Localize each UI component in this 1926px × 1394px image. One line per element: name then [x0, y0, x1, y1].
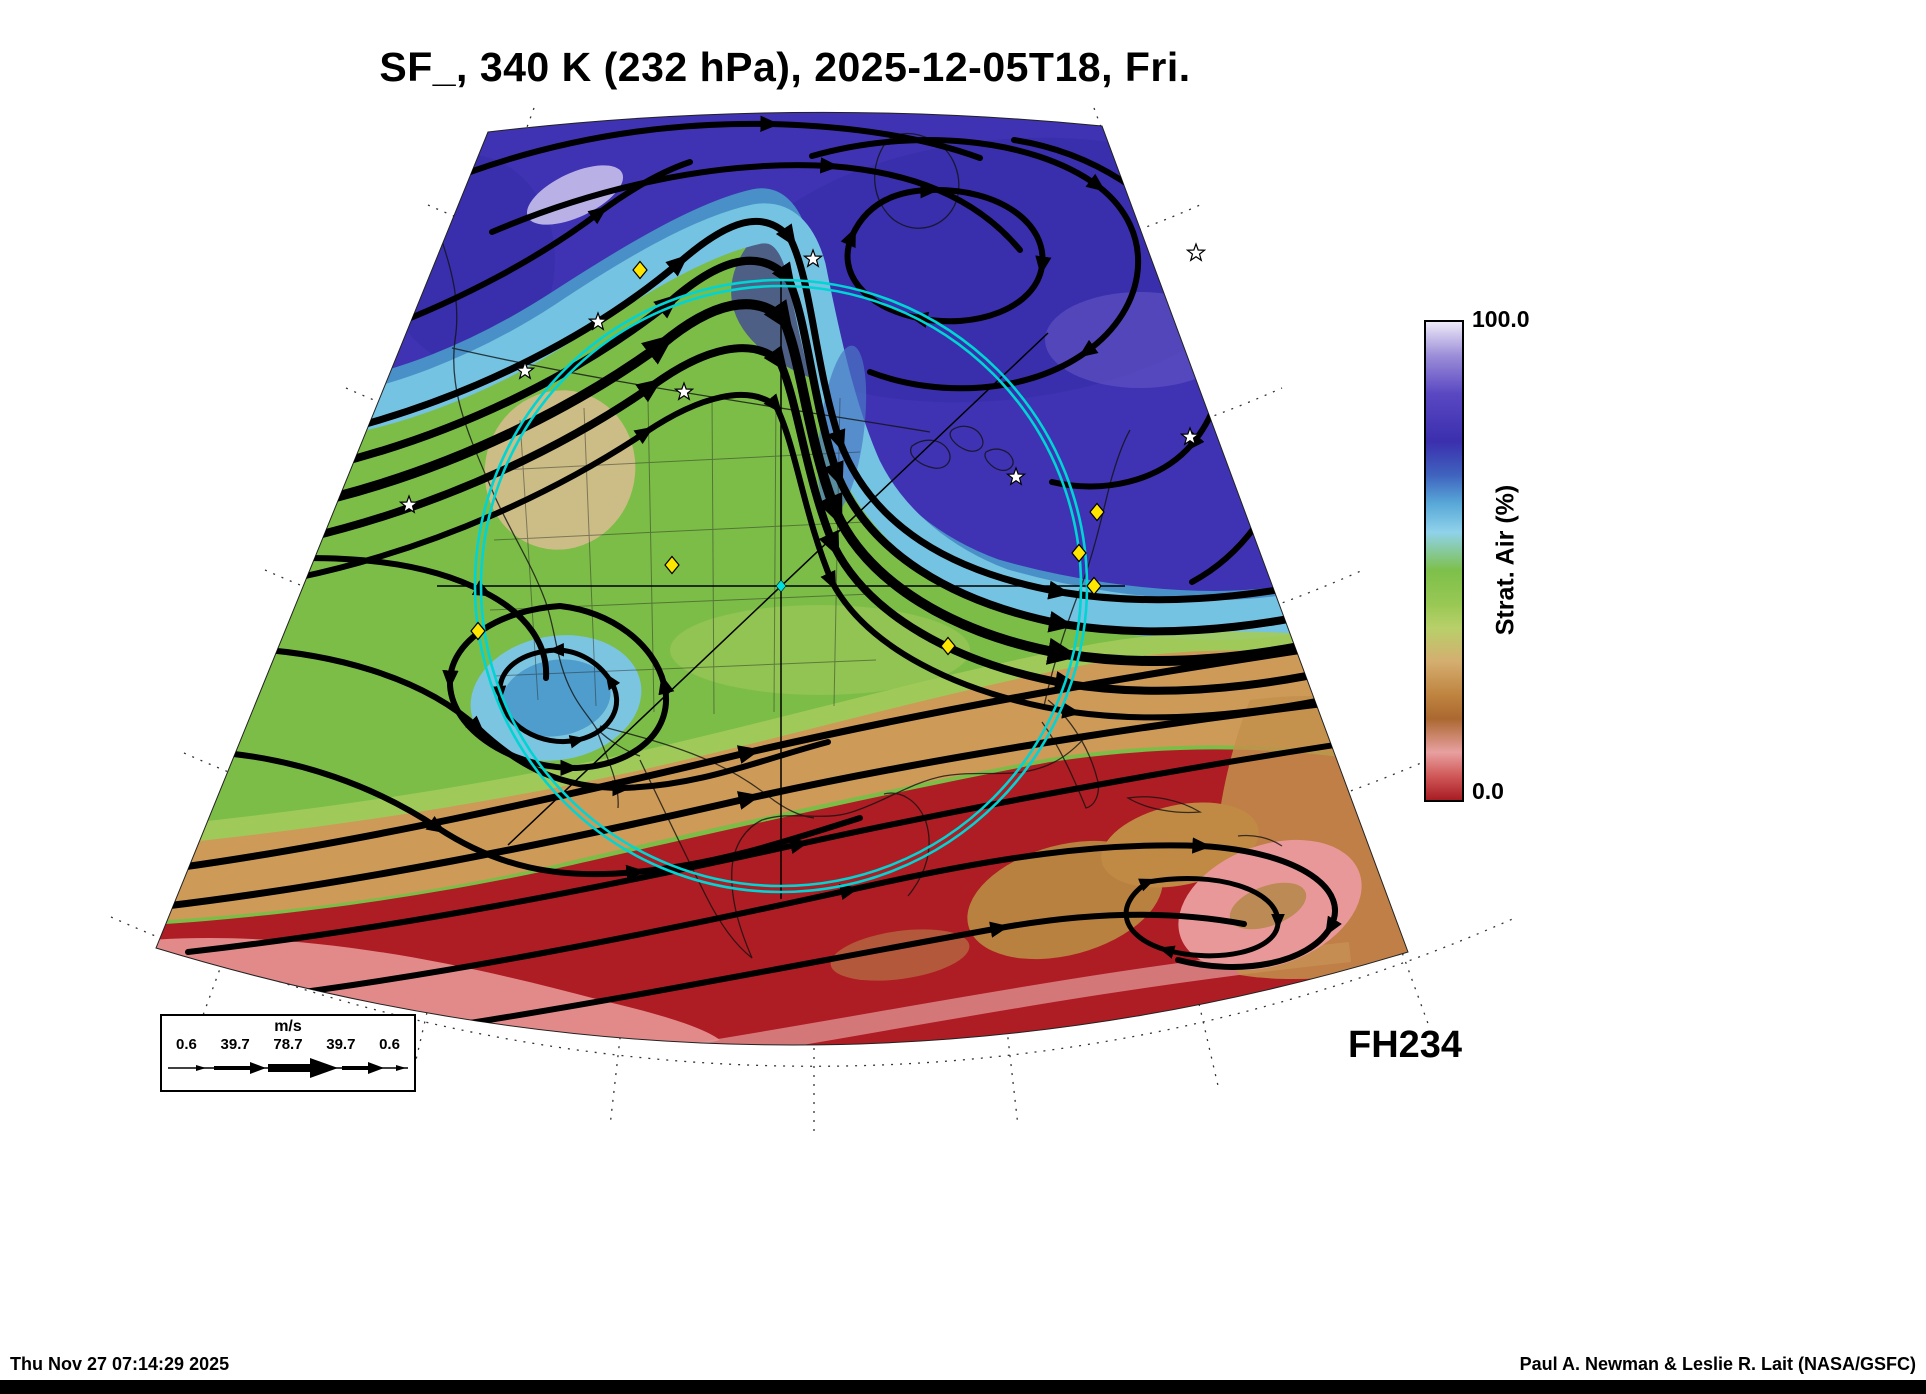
colorbar-min-label: 0.0 [1472, 778, 1504, 804]
wind-scale-tick: 78.7 [273, 1036, 303, 1053]
wind-scale-tick: 39.7 [326, 1036, 356, 1053]
wind-scale-legend: m/s 0.6 39.7 78.7 39.7 0.6 [160, 1014, 416, 1092]
colorbar-title: Strat. Air (%) [1491, 484, 1520, 636]
bottom-bar [0, 1380, 1926, 1394]
wind-scale-arrows [168, 1058, 408, 1078]
wind-scale-ticks: 0.6 39.7 78.7 39.7 0.6 [162, 1036, 414, 1053]
wind-scale-unit: m/s [274, 1018, 302, 1035]
colorbar-max-label: 100.0 [1472, 306, 1530, 332]
credit-line: Paul A. Newman & Leslie R. Lait (NASA/GS… [1519, 1354, 1916, 1374]
streamlines [162, 115, 1408, 1033]
wind-scale-tick: 0.6 [379, 1036, 400, 1053]
strat-air-field [156, 112, 1408, 1046]
wind-scale-tick: 39.7 [220, 1036, 250, 1053]
forecast-hour-label: FH234 [1348, 1024, 1463, 1066]
plot-title: SF_, 340 K (232 hPa), 2025-12-05T18, Fri… [379, 44, 1191, 90]
star-marker [1186, 243, 1206, 261]
colorbar [1424, 320, 1464, 802]
wind-scale-tick: 0.6 [176, 1036, 197, 1053]
generation-timestamp: Thu Nov 27 07:14:29 2025 [10, 1354, 230, 1374]
